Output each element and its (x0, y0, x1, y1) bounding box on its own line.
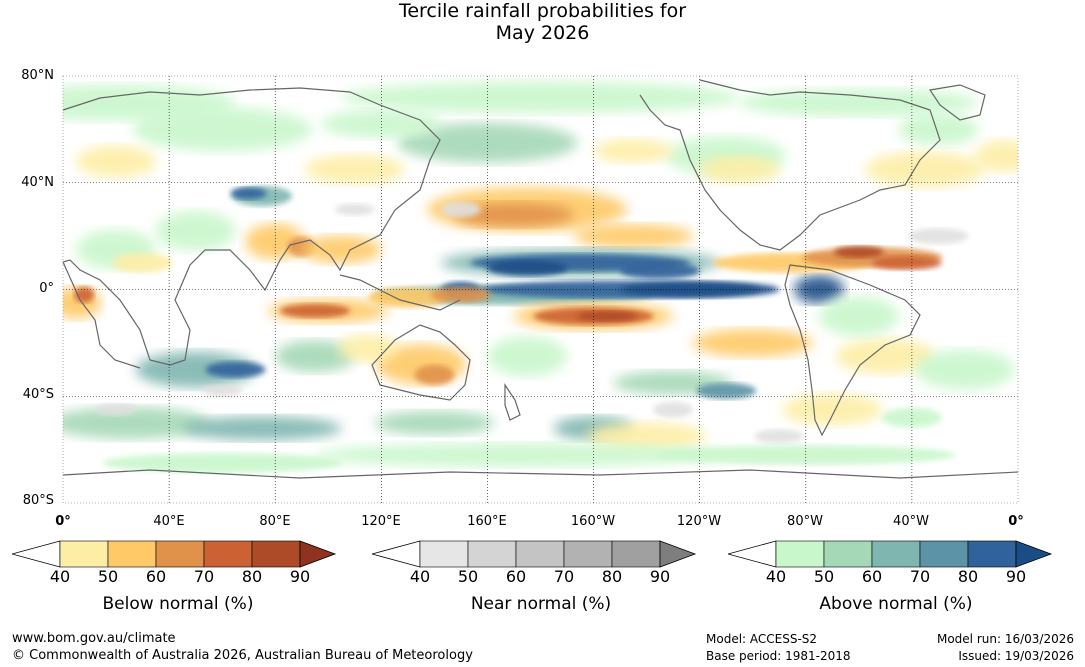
colorbar-tick-above-80: 80 (957, 567, 979, 586)
footer-issued: Issued: 19/03/2026 (958, 649, 1074, 663)
colorbar-tick-above-40: 40 (765, 567, 787, 586)
legend-title-above: Above normal (%) (819, 594, 973, 614)
colorbar-tick-below-80: 80 (241, 567, 263, 586)
colorbar-tick-near-80: 80 (601, 567, 623, 586)
colorbar-tick-above-60: 60 (861, 567, 883, 586)
colorbar-tick-below-60: 60 (145, 567, 167, 586)
colorbar-tick-near-50: 50 (457, 567, 479, 586)
footer-model: Model: ACCESS-S2 (706, 632, 818, 646)
lat-label-0: 0° (39, 281, 54, 296)
lat-label-40s: 40°S (22, 387, 54, 402)
lon-label-0-right: 0° (1008, 514, 1024, 529)
lon-label-80w: 80°W (787, 514, 823, 529)
colorbar-tick-near-90: 90 (649, 567, 671, 586)
legend-title-near: Near normal (%) (470, 594, 612, 614)
lon-label-40e: 40°E (153, 514, 185, 529)
colorbar-tick-below-70: 70 (193, 567, 215, 586)
colorbar-above-normal (728, 540, 1053, 568)
footer-base-period: Base period: 1981-2018 (706, 649, 851, 663)
footer-copyright: © Commonwealth of Australia 2026, Austra… (12, 648, 473, 663)
colorbar-tick-above-70: 70 (909, 567, 931, 586)
colorbar-tick-below-90: 90 (289, 567, 311, 586)
colorbar-tick-below-40: 40 (49, 567, 71, 586)
lon-label-80e: 80°E (259, 514, 291, 529)
footer-url[interactable]: www.bom.gov.au/climate (12, 631, 176, 646)
colorbar-tick-below-50: 50 (97, 567, 119, 586)
lat-label-80n: 80°N (21, 68, 54, 83)
map-title-line1: Tercile rainfall probabilities for (398, 0, 687, 22)
lat-label-40n: 40°N (21, 175, 54, 190)
lat-label-80s: 80°S (22, 493, 54, 508)
colorbar-tick-near-70: 70 (553, 567, 575, 586)
lon-label-160w: 160°W (570, 514, 616, 529)
coastlines (62, 79, 1019, 479)
colorbar-tick-near-60: 60 (505, 567, 527, 586)
map-field (63, 76, 1018, 503)
footer-model-run: Model run: 16/03/2026 (936, 632, 1074, 646)
lon-label-40w: 40°W (893, 514, 929, 529)
colorbar-near-normal (372, 540, 697, 568)
lon-label-160e: 160°E (467, 514, 507, 529)
lon-label-0-left: 0° (55, 514, 71, 529)
colorbar-tick-near-40: 40 (409, 567, 431, 586)
lon-label-120e: 120°E (361, 514, 401, 529)
colorbar-below-normal (12, 540, 337, 568)
lon-label-120w: 120°W (676, 514, 722, 529)
graticule (63, 76, 1018, 503)
legend-title-below: Below normal (%) (102, 594, 254, 614)
colorbar-tick-above-50: 50 (813, 567, 835, 586)
colorbar-tick-above-90: 90 (1005, 567, 1027, 586)
map-title-line2: May 2026 (495, 22, 590, 44)
